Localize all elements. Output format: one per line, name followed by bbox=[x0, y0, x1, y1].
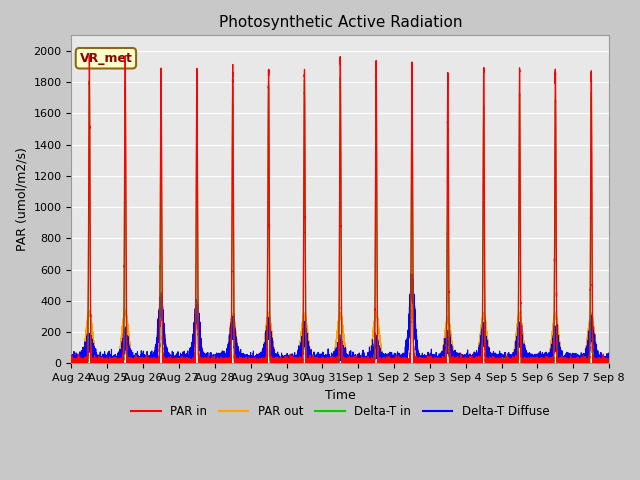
X-axis label: Time: Time bbox=[325, 389, 356, 402]
Text: VR_met: VR_met bbox=[79, 52, 132, 65]
Y-axis label: PAR (umol/m2/s): PAR (umol/m2/s) bbox=[15, 147, 28, 252]
Legend: PAR in, PAR out, Delta-T in, Delta-T Diffuse: PAR in, PAR out, Delta-T in, Delta-T Dif… bbox=[127, 401, 554, 423]
Title: Photosynthetic Active Radiation: Photosynthetic Active Radiation bbox=[218, 15, 462, 30]
